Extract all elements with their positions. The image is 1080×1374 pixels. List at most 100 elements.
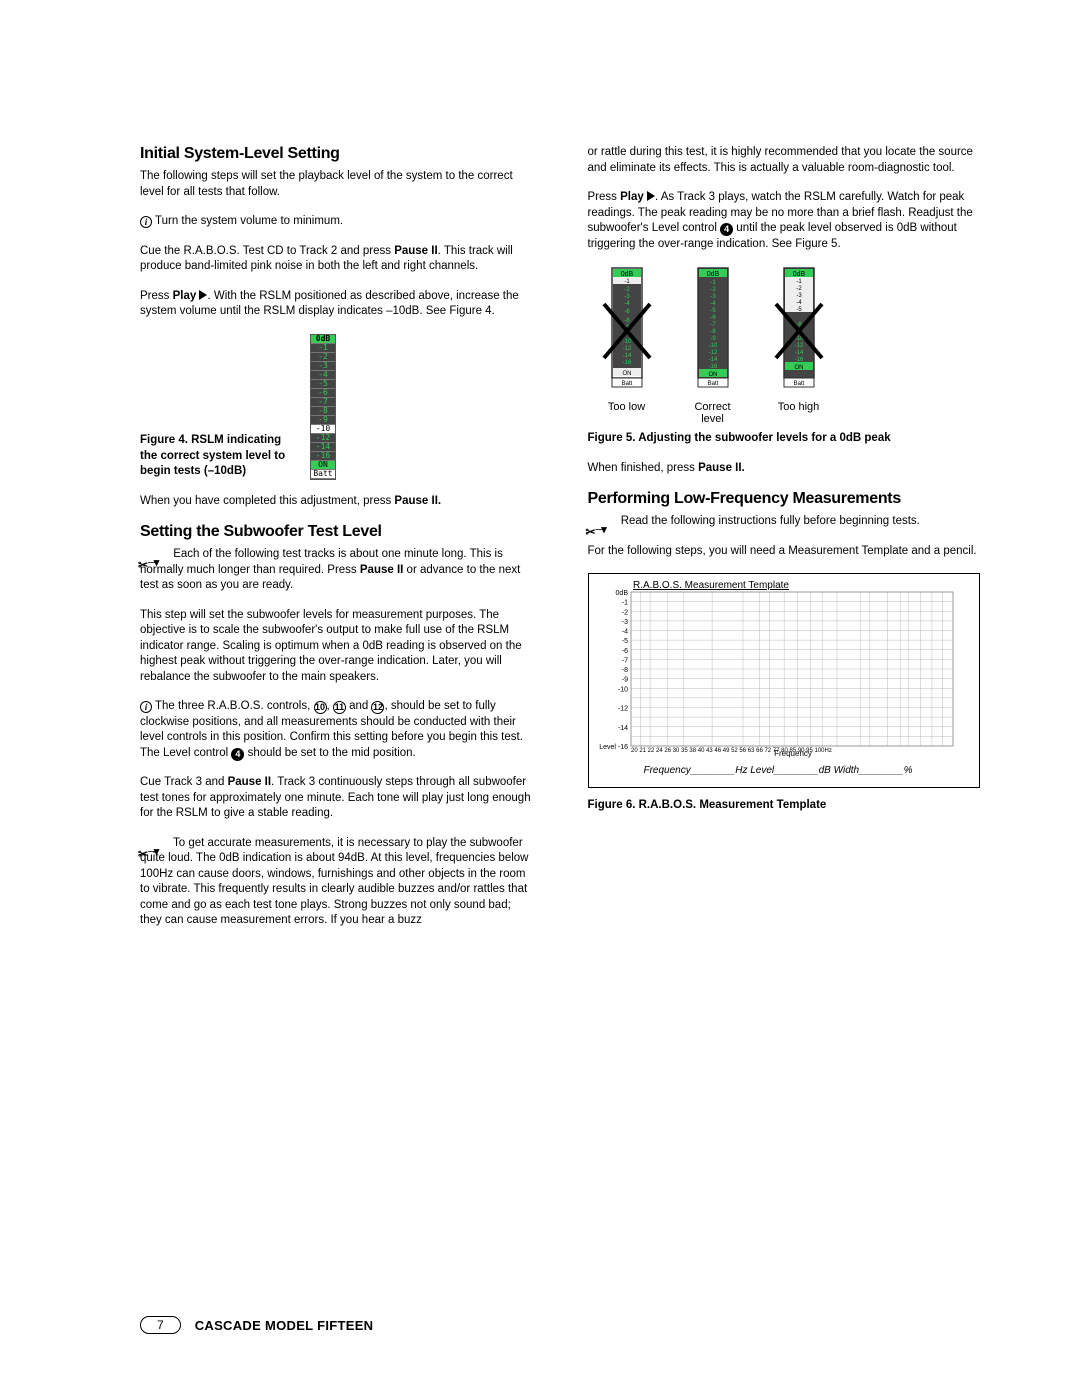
para: This step will set the subwoofer levels … <box>140 608 533 686</box>
figure-6-caption: Figure 6. R.A.B.O.S. Measurement Templat… <box>588 798 981 814</box>
figure-4: Figure 4. RSLM indicating the correct sy… <box>140 334 533 480</box>
svg-text:-7: -7 <box>710 322 716 328</box>
meter-label: Too low <box>598 401 656 413</box>
figure-4-caption: Figure 4. RSLM indicating the correct sy… <box>140 433 290 480</box>
svg-text:-14: -14 <box>708 357 717 363</box>
footer-title: CASCADE MODEL FIFTEEN <box>195 1318 374 1333</box>
figure-5-graphic: 0dB -1 -2 -3 -4 -6 -8 -9 -10 -12 -14 -16… <box>598 266 981 425</box>
svg-text:-1: -1 <box>621 600 627 607</box>
info-icon: i <box>140 701 152 713</box>
svg-text:0dB: 0dB <box>706 271 719 278</box>
page-number: 7 <box>140 1316 181 1334</box>
svg-text:-12: -12 <box>708 350 717 356</box>
svg-text:0dB: 0dB <box>615 590 628 597</box>
para: i Turn the system volume to minimum. <box>140 214 533 230</box>
svg-text:-3: -3 <box>624 294 630 300</box>
figure-6-graphic: R.A.B.O.S. Measurement Template 0dB -1 -2 -… <box>588 573 981 788</box>
svg-text:-4: -4 <box>624 301 630 307</box>
label: Pause II <box>228 776 271 788</box>
meter-too-high: 0dB -1 -2 -3 -4 -5 -8 -10 -12 -14 -16 ON… <box>770 266 828 425</box>
right-column: or rattle during this test, it is highly… <box>588 145 981 943</box>
svg-text:-4: -4 <box>710 301 716 307</box>
left-column: Initial System-Level Setting The followi… <box>140 145 533 943</box>
svg-text:Batt: Batt <box>707 381 718 387</box>
meter-label: level <box>684 413 742 425</box>
svg-text:-8: -8 <box>624 318 630 324</box>
svg-text:-14: -14 <box>622 353 631 359</box>
para: When finished, press Pause II. <box>588 461 981 477</box>
text: Press <box>140 290 173 302</box>
svg-text:-14: -14 <box>794 350 803 356</box>
para: Each of the following test tracks is abo… <box>140 547 533 594</box>
circled-11-icon: 11 <box>333 701 346 714</box>
text: and <box>346 700 372 712</box>
heading-initial-system: Initial System-Level Setting <box>140 145 533 163</box>
para: Read the following instructions fully be… <box>588 514 981 530</box>
play-icon <box>647 191 655 201</box>
circled-4-icon: 4 <box>720 223 733 236</box>
circled-4-icon: 4 <box>231 748 244 761</box>
svg-text:-6: -6 <box>710 315 716 321</box>
para: Press Play . As Track 3 plays, watch the… <box>588 190 981 252</box>
svg-text:-12: -12 <box>617 706 627 713</box>
page-footer: 7 CASCADE MODEL FIFTEEN <box>140 1316 373 1334</box>
meter-label: Correct <box>684 401 742 413</box>
para: or rattle during this test, it is highly… <box>588 145 981 176</box>
svg-text:-12: -12 <box>622 346 631 352</box>
svg-text:-2: -2 <box>624 287 630 293</box>
text: Read the following instructions fully be… <box>621 515 920 527</box>
text: , <box>327 700 333 712</box>
label: Pause II. <box>394 495 441 507</box>
para: i The three R.A.B.O.S. controls, 10, 11 … <box>140 699 533 761</box>
circled-10-icon: 10 <box>314 701 327 714</box>
para: Cue Track 3 and Pause II. Track 3 contin… <box>140 775 533 822</box>
svg-text:-9: -9 <box>710 336 716 342</box>
svg-text:-4: -4 <box>621 629 627 636</box>
svg-text:Batt: Batt <box>621 381 632 387</box>
text: Turn the system volume to minimum. <box>155 215 343 227</box>
svg-text:-12: -12 <box>794 343 803 349</box>
svg-text:-3: -3 <box>621 619 627 626</box>
meter-svg: 0dB -1 -2 -3 -4 -5 -6 -7 -8 -9 -10 -12 -… <box>684 266 742 396</box>
svg-text:-5: -5 <box>710 308 716 314</box>
svg-text:-10: -10 <box>622 339 631 345</box>
meter-correct: 0dB -1 -2 -3 -4 -5 -6 -7 -8 -9 -10 -12 -… <box>684 266 742 425</box>
svg-text:-2: -2 <box>621 609 627 616</box>
svg-text:-10: -10 <box>617 686 627 693</box>
label: Play <box>620 191 644 203</box>
template-svg: R.A.B.O.S. Measurement Template 0dB -1 -2 -… <box>593 578 963 778</box>
meter-svg: 0dB -1 -2 -3 -4 -5 -8 -10 -12 -14 -16 ON… <box>770 266 828 396</box>
para: Cue the R.A.B.O.S. Test CD to Track 2 an… <box>140 244 533 275</box>
text: . With the RSLM positioned as described … <box>140 290 519 318</box>
svg-text:Level -16: Level -16 <box>599 744 628 751</box>
svg-text:ON: ON <box>622 371 631 377</box>
text: The three R.A.B.O.S. controls, <box>155 700 314 712</box>
svg-text:-6: -6 <box>624 309 630 315</box>
svg-text:Frequency: Frequency <box>774 749 812 758</box>
text: Cue the R.A.B.O.S. Test CD to Track 2 an… <box>140 245 394 257</box>
svg-text:ON: ON <box>708 372 717 378</box>
svg-text:-5: -5 <box>621 638 627 645</box>
svg-text:R.A.B.O.S. Measurement Templat: R.A.B.O.S. Measurement Template <box>633 580 789 591</box>
heading-low-freq: Performing Low-Frequency Measurements <box>588 490 981 508</box>
svg-text:0dB: 0dB <box>620 271 633 278</box>
svg-text:-7: -7 <box>621 658 627 665</box>
svg-text:Frequency________Hz Leve: Frequency________Hz Level________dB Widt… <box>643 765 912 776</box>
svg-text:-3: -3 <box>710 294 716 300</box>
svg-text:ON: ON <box>794 365 803 371</box>
text: should be set to the mid position. <box>244 747 415 759</box>
svg-text:-9: -9 <box>621 677 627 684</box>
para: Press Play . With the RSLM positioned as… <box>140 289 533 320</box>
meter-graphic: 0dB -1 -2 -3 -4 -5 -6 -7 -8 -9 -10 -12 -… <box>310 334 336 480</box>
para: When you have completed this adjustment,… <box>140 494 533 510</box>
para: To get accurate measurements, it is nece… <box>140 836 533 929</box>
para: The following steps will set the playbac… <box>140 169 533 200</box>
svg-text:-8: -8 <box>621 667 627 674</box>
svg-text:-1: -1 <box>710 280 716 286</box>
para: For the following steps, you will need a… <box>588 544 981 560</box>
svg-text:-5: -5 <box>796 307 802 313</box>
meter-too-low: 0dB -1 -2 -3 -4 -6 -8 -9 -10 -12 -14 -16… <box>598 266 656 425</box>
text: Press <box>588 191 621 203</box>
svg-text:0dB: 0dB <box>792 271 805 278</box>
label: Play <box>173 290 197 302</box>
